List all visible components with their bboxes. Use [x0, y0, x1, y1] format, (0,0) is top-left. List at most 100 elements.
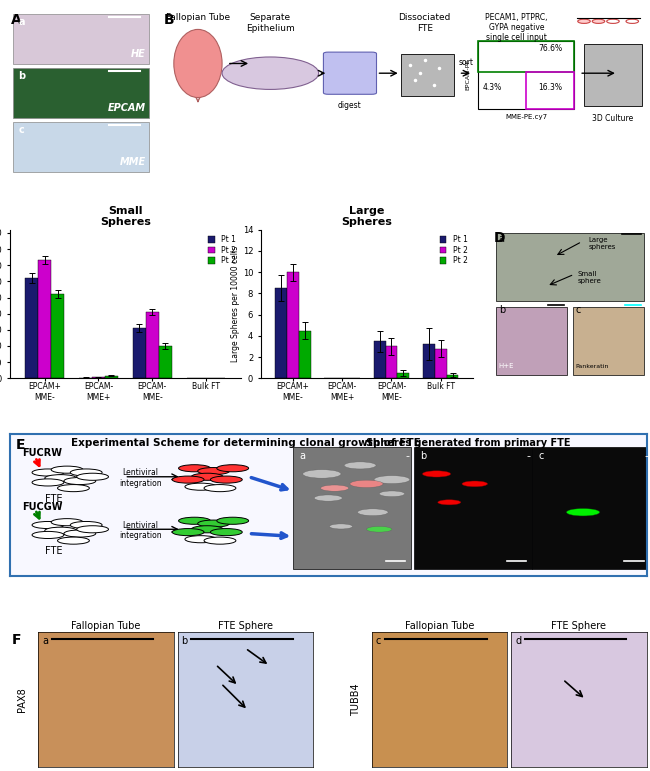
Circle shape — [185, 536, 217, 543]
Circle shape — [179, 517, 211, 524]
Text: MME: MME — [120, 157, 146, 167]
Text: FTE: FTE — [45, 547, 62, 557]
FancyBboxPatch shape — [400, 54, 454, 96]
Text: single cell input: single cell input — [486, 32, 547, 42]
FancyBboxPatch shape — [12, 14, 149, 64]
Bar — [435, 348, 447, 379]
FancyBboxPatch shape — [584, 44, 642, 106]
Legend: Pt 1, Pt 2, Pt 2: Pt 1, Pt 2, Pt 2 — [206, 234, 237, 267]
Circle shape — [58, 484, 90, 492]
Text: a: a — [499, 234, 505, 244]
FancyBboxPatch shape — [324, 52, 376, 94]
Text: Fallopian Tube: Fallopian Tube — [166, 13, 230, 22]
Bar — [447, 375, 458, 379]
Circle shape — [303, 470, 341, 478]
Text: GYPA negative: GYPA negative — [489, 23, 544, 32]
Text: 76.6%: 76.6% — [538, 45, 562, 53]
Circle shape — [77, 473, 109, 480]
Circle shape — [374, 476, 410, 483]
Circle shape — [45, 527, 77, 534]
Bar — [105, 375, 118, 379]
Text: D: D — [494, 231, 506, 245]
Y-axis label: Large Spheres per 10000 cells: Large Spheres per 10000 cells — [231, 246, 240, 362]
Bar — [159, 346, 172, 379]
Bar — [397, 373, 409, 379]
Ellipse shape — [174, 29, 222, 98]
Text: PECAM1, PTPRC,: PECAM1, PTPRC, — [485, 13, 548, 22]
FancyBboxPatch shape — [414, 447, 532, 569]
Text: b: b — [181, 636, 188, 646]
Text: B: B — [164, 13, 175, 27]
FancyBboxPatch shape — [496, 233, 644, 301]
Text: FUCRW: FUCRW — [23, 449, 62, 459]
Text: A: A — [11, 13, 22, 27]
Text: Pankeratin: Pankeratin — [576, 365, 609, 369]
Bar — [275, 288, 287, 379]
Legend: Pt 1, Pt 2, Pt 2: Pt 1, Pt 2, Pt 2 — [438, 234, 469, 267]
Circle shape — [204, 537, 236, 544]
Text: d: d — [515, 636, 521, 646]
Circle shape — [216, 517, 248, 524]
Circle shape — [330, 524, 352, 529]
Text: TUBB4: TUBB4 — [350, 683, 361, 715]
Title: Fallopian Tube: Fallopian Tube — [71, 621, 140, 631]
FancyBboxPatch shape — [293, 447, 411, 569]
Text: c: c — [376, 636, 381, 646]
Bar — [133, 328, 146, 379]
Circle shape — [367, 527, 392, 532]
Circle shape — [51, 466, 83, 473]
Circle shape — [567, 509, 599, 516]
Text: 4.3%: 4.3% — [483, 83, 502, 93]
Text: sort: sort — [458, 58, 473, 67]
Title: Large
Spheres: Large Spheres — [341, 206, 392, 227]
Text: PAX8: PAX8 — [17, 687, 27, 712]
Text: F: F — [12, 633, 21, 648]
Bar — [51, 295, 64, 379]
FancyBboxPatch shape — [12, 68, 149, 118]
Circle shape — [211, 529, 242, 536]
Text: Large
spheres: Large spheres — [588, 237, 616, 250]
Text: EPCAM-PE: EPCAM-PE — [465, 59, 471, 90]
Bar — [385, 346, 397, 379]
Circle shape — [438, 500, 461, 505]
Circle shape — [211, 476, 242, 483]
Bar — [92, 377, 105, 379]
Circle shape — [344, 462, 376, 469]
Text: a: a — [18, 17, 25, 27]
Circle shape — [64, 477, 96, 484]
Circle shape — [350, 480, 383, 487]
Text: Lentiviral
integration: Lentiviral integration — [119, 468, 162, 487]
Circle shape — [204, 484, 236, 492]
Circle shape — [172, 529, 204, 536]
Circle shape — [70, 469, 102, 476]
Circle shape — [172, 476, 204, 483]
Circle shape — [179, 465, 211, 472]
Circle shape — [578, 19, 590, 23]
Circle shape — [198, 467, 229, 475]
Text: Dissociated
FTE: Dissociated FTE — [398, 13, 451, 32]
Circle shape — [32, 469, 64, 476]
Text: FUCGW: FUCGW — [23, 503, 63, 512]
Text: Small
sphere: Small sphere — [577, 271, 601, 284]
Text: Separate
Epithelium: Separate Epithelium — [246, 13, 294, 32]
Circle shape — [191, 473, 223, 480]
Text: E: E — [16, 439, 25, 453]
Text: -: - — [527, 451, 531, 461]
Circle shape — [379, 491, 405, 497]
Circle shape — [216, 465, 248, 472]
Circle shape — [462, 481, 488, 487]
Bar — [146, 312, 159, 379]
FancyBboxPatch shape — [532, 447, 650, 569]
Text: b: b — [499, 305, 505, 315]
Text: c: c — [576, 305, 581, 315]
Title: FTE Sphere: FTE Sphere — [218, 621, 273, 631]
Text: a: a — [300, 451, 306, 461]
Circle shape — [32, 521, 64, 529]
Circle shape — [64, 530, 96, 537]
Circle shape — [198, 520, 229, 527]
FancyBboxPatch shape — [573, 307, 644, 375]
Circle shape — [314, 495, 343, 501]
Circle shape — [222, 57, 318, 89]
Text: EPCAM: EPCAM — [108, 103, 146, 113]
Circle shape — [32, 479, 64, 486]
